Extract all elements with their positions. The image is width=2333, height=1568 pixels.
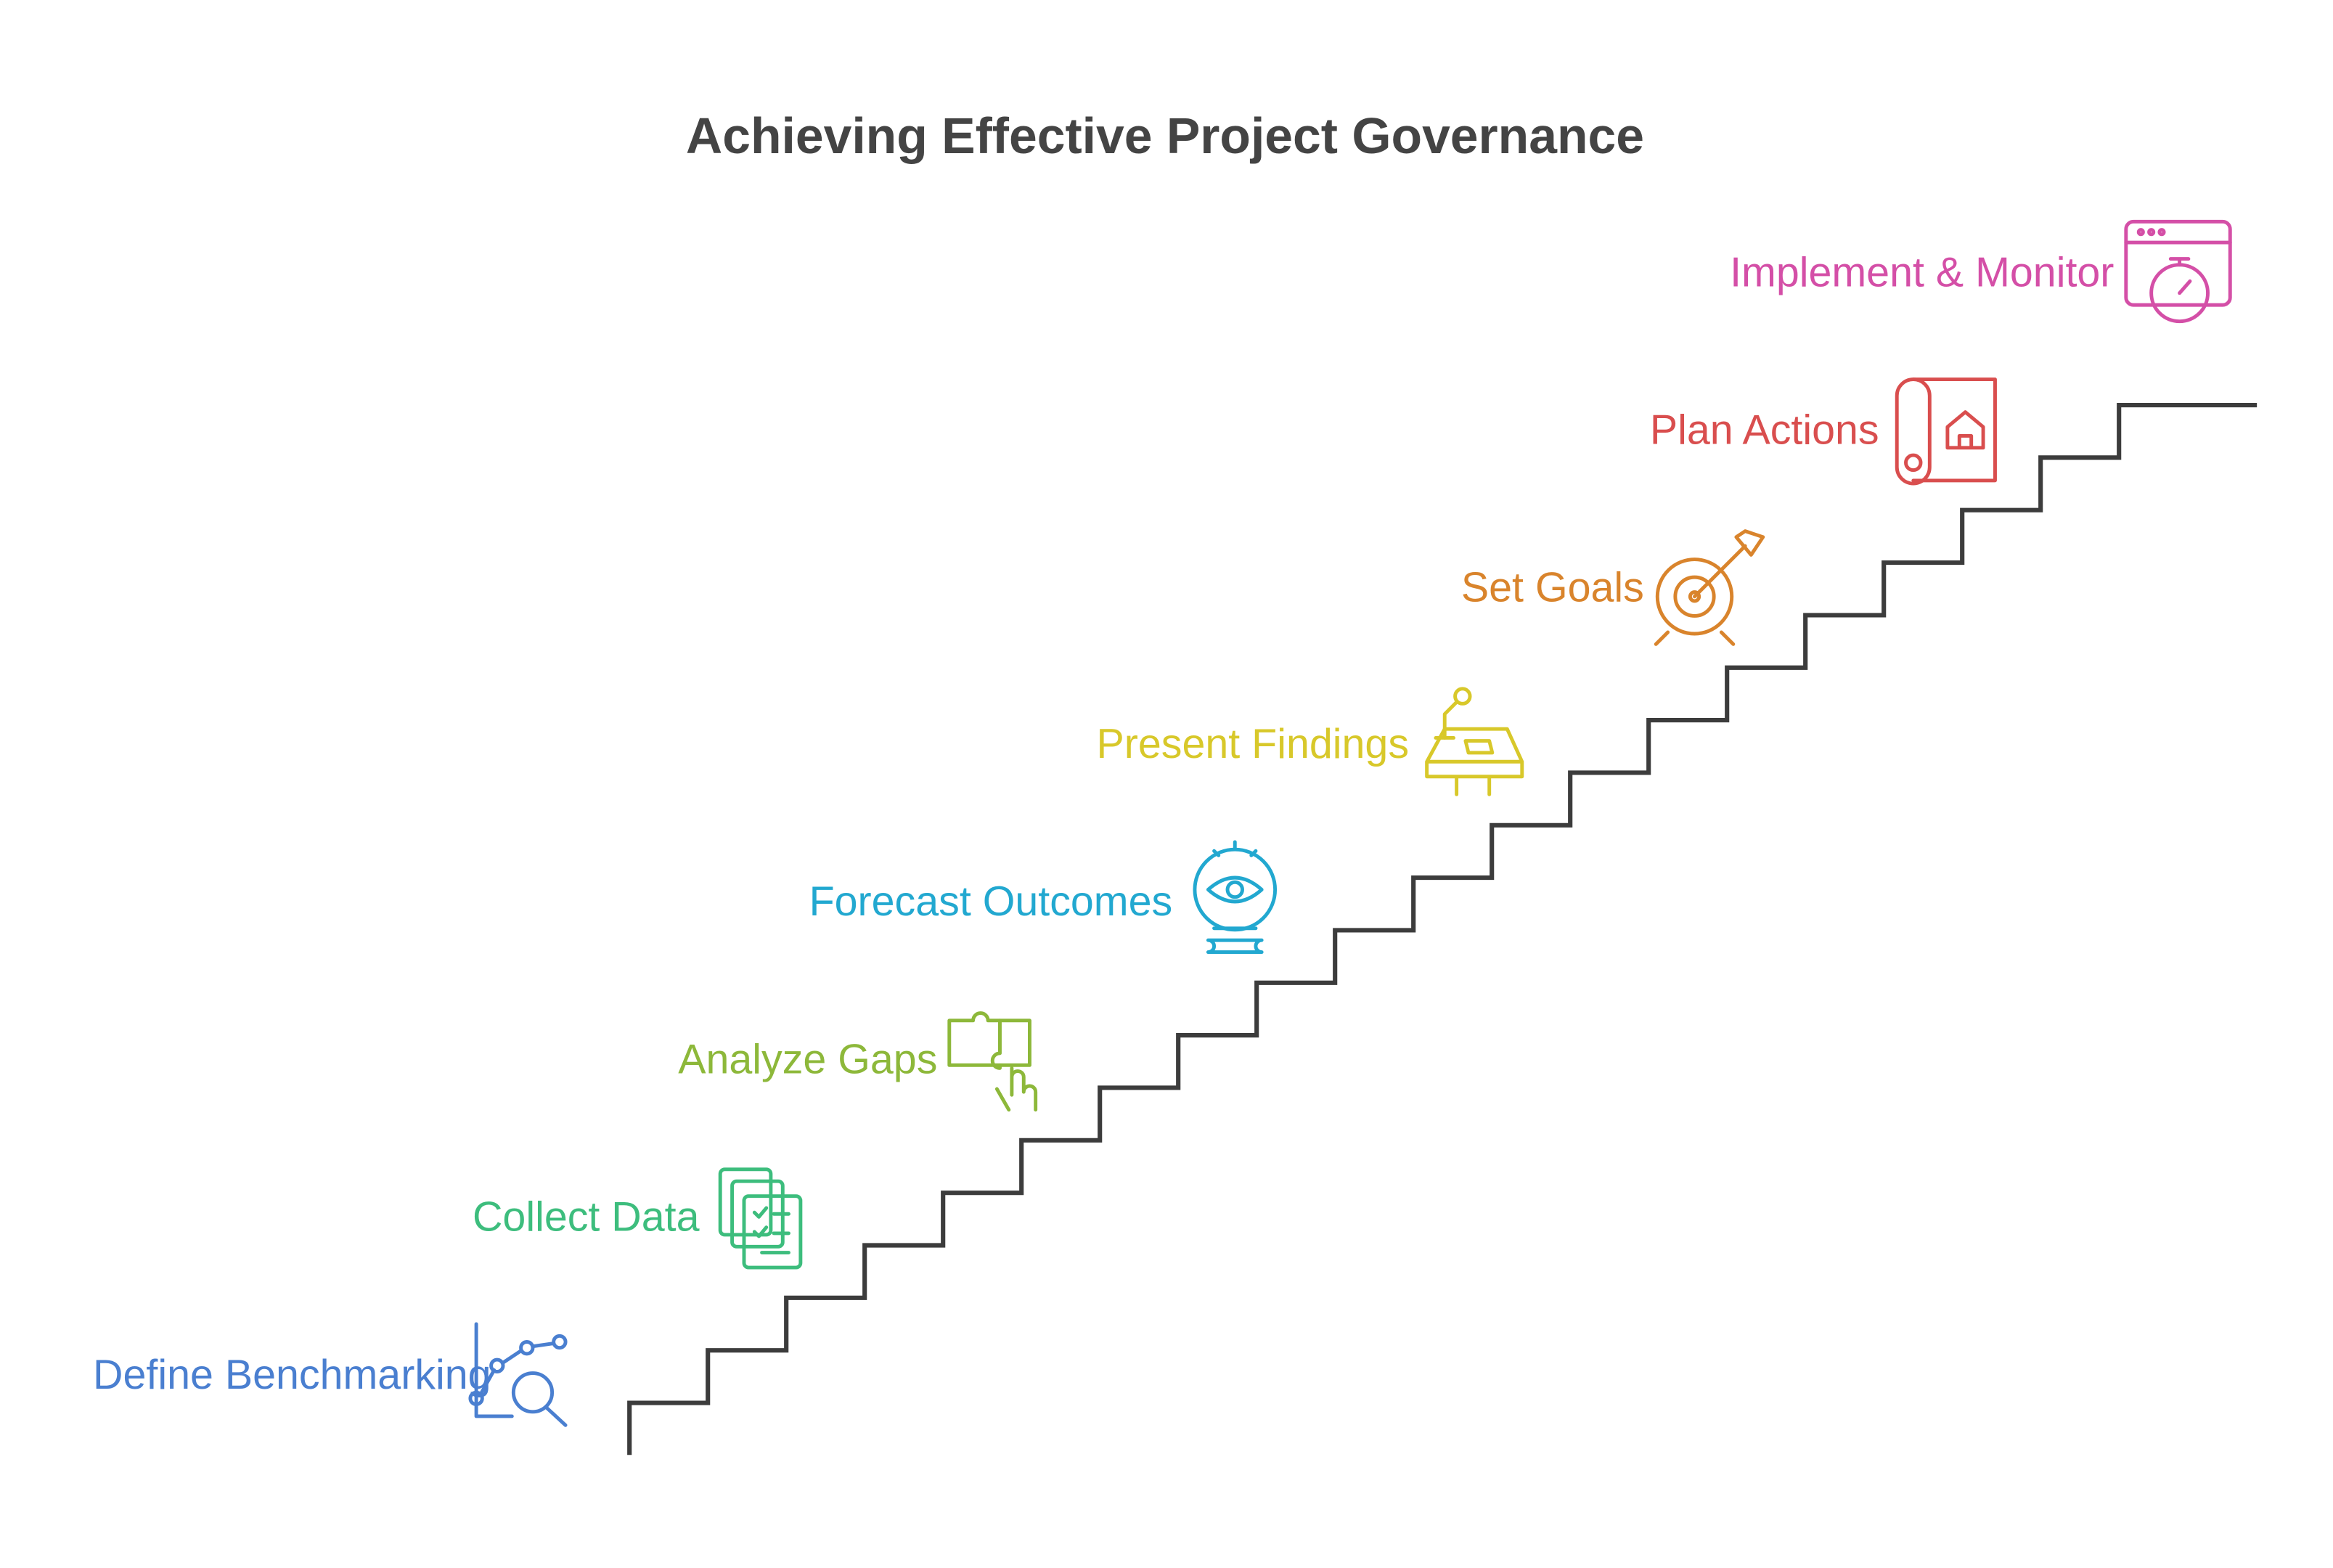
icon-shape <box>1453 687 1472 706</box>
step-icon <box>1654 529 1765 646</box>
icon-shape <box>2157 228 2166 237</box>
icon-shape <box>552 1334 568 1350</box>
icon-shape <box>1425 727 1524 796</box>
step-label: Forecast Outcomes <box>809 878 1173 925</box>
icon-shape <box>1442 700 1459 740</box>
icon-shape <box>1225 880 1244 899</box>
step-label: Collect Data <box>473 1194 700 1241</box>
icon-shape <box>947 1011 1002 1070</box>
icon-shape <box>994 1066 1038 1112</box>
icon-shape <box>2147 228 2156 237</box>
step-icon <box>947 1011 1038 1112</box>
icon-shape <box>1206 840 1264 955</box>
step-icon <box>1193 840 1278 955</box>
icon-shape <box>1673 575 1716 618</box>
step-label: Present Findings <box>1096 721 1409 767</box>
icon-shape <box>544 1405 568 1427</box>
step-label: Implement & Monitor <box>1730 249 2114 295</box>
icon-shape <box>1911 377 1997 483</box>
title: Achieving Effective Project Governance <box>686 107 1644 164</box>
icon-shape <box>474 1322 514 1418</box>
icon-shape <box>742 1194 803 1270</box>
icon-shape <box>1206 875 1264 904</box>
step-icon <box>1425 687 1524 796</box>
icon-shape <box>489 1357 505 1373</box>
step-label: Define Benchmarking <box>93 1352 491 1398</box>
icon-shape <box>1904 453 1923 473</box>
icon-shape <box>1654 529 1765 646</box>
icon-shape <box>478 1342 556 1396</box>
icon-shape <box>468 1390 484 1407</box>
icon-shape <box>752 1206 790 1254</box>
step-icon <box>468 1322 568 1427</box>
icon-shape <box>511 1371 555 1414</box>
step-icon <box>2124 219 2232 324</box>
icon-shape <box>1895 377 1932 486</box>
icon-shape <box>519 1340 535 1356</box>
icon-shape <box>1463 739 1495 755</box>
step-icon <box>718 1167 803 1270</box>
icon-shape <box>2124 219 2232 307</box>
step-label: Set Goals <box>1461 565 1644 611</box>
icon-shape <box>2136 228 2145 237</box>
icon-shape <box>1688 590 1701 603</box>
staircase <box>627 402 2258 1455</box>
step-icon <box>1895 377 1997 486</box>
icon-shape <box>1655 558 1734 636</box>
icon-shape <box>1945 410 1985 450</box>
icon-shape <box>2168 257 2192 295</box>
step-label: Plan Actions <box>1650 407 1879 454</box>
step-label: Analyze Gaps <box>678 1036 937 1082</box>
icon-shape <box>998 1018 1031 1067</box>
